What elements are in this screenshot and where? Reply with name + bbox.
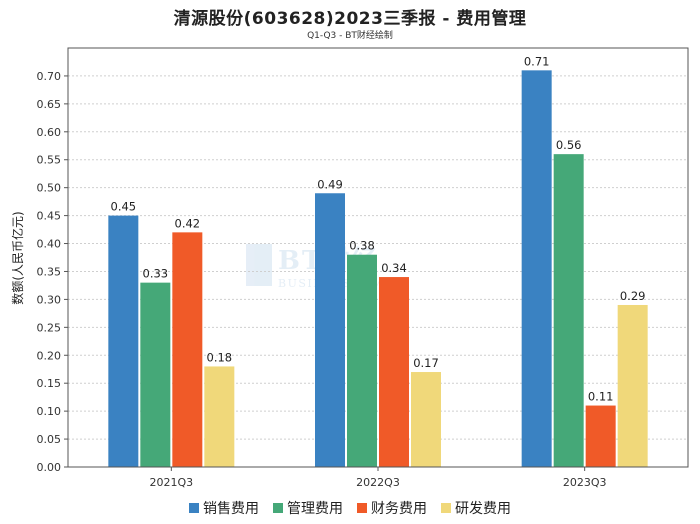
legend-label: 研发费用	[455, 501, 511, 517]
x-tick-label: 2023Q3	[563, 476, 607, 489]
chart-title: 清源股份(603628)2023三季报 - 费用管理	[173, 9, 527, 29]
bar-value-label: 0.56	[556, 138, 582, 152]
y-tick-label: 0.15	[37, 377, 62, 390]
y-tick-label: 0.40	[37, 238, 62, 251]
chart-subtitle: Q1-Q3 - BT财经绘制	[307, 31, 393, 41]
x-tick-label: 2022Q3	[356, 476, 400, 489]
y-tick-label: 0.70	[37, 70, 62, 83]
plot-frame	[67, 47, 689, 468]
legend-swatch	[189, 503, 199, 513]
y-tick-label: 0.45	[37, 210, 62, 223]
bar-value-label: 0.33	[143, 267, 169, 281]
legend-label: 财务费用	[371, 501, 427, 517]
bar	[521, 70, 552, 467]
bar	[172, 232, 203, 467]
bar-value-label: 0.38	[349, 239, 375, 253]
bar-value-label: 0.29	[620, 289, 646, 303]
bar-value-label: 0.17	[413, 356, 439, 370]
bar	[411, 372, 441, 467]
bar	[617, 304, 648, 467]
legend-swatch	[357, 503, 367, 513]
bars: 0.45 0.33 0.42 0.18 0.49 0.38 0.34 0.17 0.71 0.56…	[108, 54, 648, 467]
x-tick-label: 2021Q3	[150, 476, 194, 489]
bar-value-label: 0.11	[588, 390, 614, 404]
bar-value-label: 0.42	[175, 216, 201, 230]
y-tick-label: 0.65	[37, 98, 62, 111]
y-tick-label: 0.50	[37, 182, 62, 195]
y-tick-label: 0.20	[37, 349, 62, 362]
tick-labels: 0.00 0.05 0.10 0.15 0.20 0.25 0.30 0.35 0.40 0.45…	[37, 70, 607, 489]
legend-label: 销售费用	[203, 501, 259, 517]
y-tick-label: 0.30	[37, 293, 62, 306]
bar	[204, 366, 235, 467]
bar	[585, 405, 616, 467]
bar-value-label: 0.71	[524, 54, 550, 68]
y-axis-label: 数额(人民币亿元)	[10, 211, 25, 304]
y-tick-label: 0.60	[37, 126, 62, 139]
bar	[140, 282, 171, 467]
y-tick-label: 0.25	[37, 321, 62, 334]
watermark-logo-icon	[246, 244, 272, 286]
legend-swatch	[441, 503, 451, 513]
y-tick-label: 0.10	[37, 405, 62, 418]
legend-item: 财务费用	[357, 498, 427, 518]
legend: 销售费用 管理费用 财务费用 研发费用	[0, 498, 700, 518]
bar-value-label: 0.34	[381, 261, 407, 275]
bar-value-label: 0.45	[111, 200, 137, 214]
legend-label: 管理费用	[287, 501, 343, 517]
legend-item: 销售费用	[189, 498, 259, 518]
y-tick-label: 0.55	[37, 154, 62, 167]
bar-value-label: 0.18	[207, 350, 233, 364]
y-tick-label: 0.00	[37, 461, 62, 474]
legend-item: 管理费用	[273, 498, 343, 518]
bar	[347, 254, 377, 467]
y-tick-label: 0.05	[37, 433, 62, 446]
bar	[553, 154, 584, 467]
bar-value-label: 0.49	[317, 177, 343, 191]
legend-swatch	[273, 503, 283, 513]
y-tick-label: 0.35	[37, 265, 62, 278]
legend-item: 研发费用	[441, 498, 511, 518]
bar	[108, 215, 139, 467]
bar	[379, 277, 409, 467]
bar	[315, 193, 345, 467]
grid-lines	[68, 75, 688, 440]
